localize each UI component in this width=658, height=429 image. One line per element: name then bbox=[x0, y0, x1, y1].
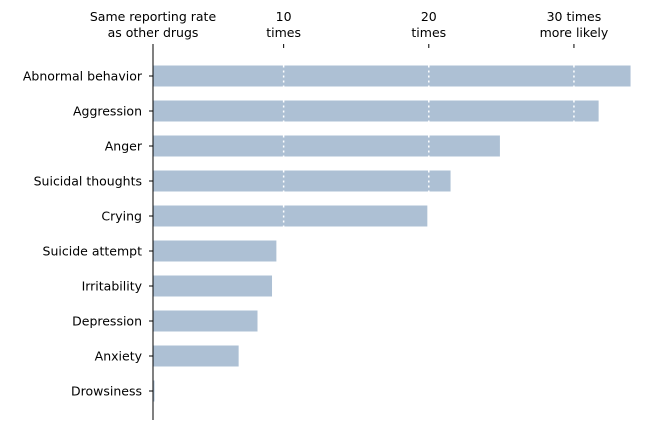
x-tick-label-line: times bbox=[411, 25, 446, 40]
category-label-depression: Depression bbox=[72, 314, 142, 329]
bar-anger bbox=[153, 135, 500, 157]
bar-suicide-attempt bbox=[153, 240, 277, 262]
bar-anxiety bbox=[153, 345, 239, 367]
category-label-drowsiness: Drowsiness bbox=[71, 384, 142, 399]
category-label-irritability: Irritability bbox=[82, 279, 143, 294]
x-tick-label-line: as other drugs bbox=[108, 25, 199, 40]
x-tick-label-30: 30 times more likely bbox=[540, 9, 609, 40]
category-label-suicidal-thoughts: Suicidal thoughts bbox=[34, 174, 142, 189]
x-tick-label-line: Same reporting rate bbox=[90, 9, 217, 24]
category-label-aggression: Aggression bbox=[73, 104, 142, 119]
bar-drowsiness bbox=[153, 380, 155, 402]
category-label-abnormal-behavior: Abnormal behavior bbox=[23, 69, 143, 84]
gridlines-over-bars bbox=[282, 65, 575, 227]
x-tick-label-line: 30 times bbox=[547, 9, 602, 24]
bar-crying bbox=[153, 205, 428, 227]
bar-depression bbox=[153, 310, 258, 332]
x-tick-label-line: more likely bbox=[540, 25, 609, 40]
category-label-anxiety: Anxiety bbox=[95, 349, 143, 364]
bar-aggression bbox=[153, 100, 599, 122]
bars bbox=[153, 65, 631, 402]
category-labels: Abnormal behavior Aggression Anger Suicidal… bbox=[23, 69, 143, 399]
category-label-anger: Anger bbox=[105, 139, 143, 154]
bar-suicidal-thoughts bbox=[153, 170, 451, 192]
bar-abnormal-behavior bbox=[153, 65, 631, 87]
axes bbox=[149, 44, 154, 420]
x-tick-label-line: 20 bbox=[421, 9, 437, 24]
x-tick-label-line: times bbox=[266, 25, 301, 40]
category-label-suicide-attempt: Suicide attempt bbox=[43, 244, 143, 259]
x-tick-label-10: 10 times bbox=[266, 9, 301, 40]
x-tick-label-line: 10 bbox=[276, 9, 292, 24]
x-tick-label-1: Same reporting rate as other drugs bbox=[90, 9, 217, 40]
bar-irritability bbox=[153, 275, 273, 297]
x-tick-label-20: 20 times bbox=[411, 9, 446, 40]
category-label-crying: Crying bbox=[101, 209, 142, 224]
